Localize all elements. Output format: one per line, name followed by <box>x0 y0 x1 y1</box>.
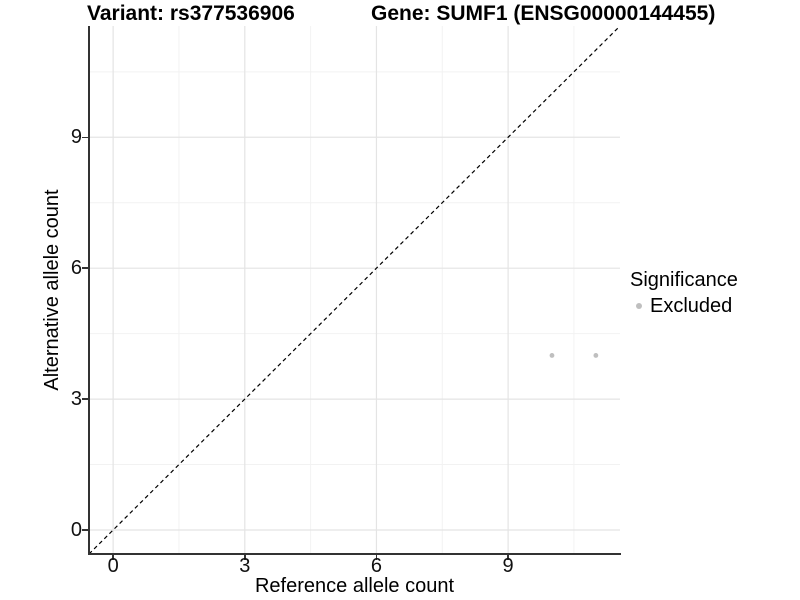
legend-key <box>630 303 648 309</box>
y-tick-mark <box>82 398 88 400</box>
x-tick-label: 3 <box>239 555 251 577</box>
y-tick-label: 3 <box>70 388 82 411</box>
x-axis-title: Reference allele count <box>254 575 454 597</box>
y-tick-label: 6 <box>70 257 82 280</box>
identity-line <box>89 26 620 554</box>
x-tick-mark <box>244 555 246 560</box>
y-axis-line <box>88 26 90 555</box>
y-tick-label: 9 <box>70 126 82 149</box>
plot-canvas <box>89 26 620 554</box>
y-tick-mark <box>82 267 88 269</box>
data-point <box>549 353 555 358</box>
plot-title-gene: Gene: SUMF1 (ENSG00000144455) <box>371 2 716 25</box>
legend: Significance Excluded <box>630 268 738 318</box>
y-tick-mark <box>82 529 88 531</box>
x-tick-label: 6 <box>370 555 382 577</box>
legend-title: Significance <box>630 269 738 291</box>
x-tick-mark <box>112 555 114 560</box>
y-tick-label: 0 <box>70 519 82 541</box>
x-axis-line <box>88 553 621 555</box>
plot-title-variant: Variant: rs377536906 <box>87 2 295 25</box>
y-tick-mark <box>82 136 88 139</box>
data-point <box>593 353 599 358</box>
y-axis-title: Alternative allele count <box>41 189 63 391</box>
x-tick-label: 0 <box>107 555 119 577</box>
legend-items: Excluded <box>630 294 738 318</box>
legend-item: Excluded <box>630 294 738 318</box>
legend-point-icon <box>636 303 642 309</box>
legend-item-label: Excluded <box>650 295 733 317</box>
x-tick-mark <box>375 555 378 560</box>
x-tick-label: 9 <box>502 555 514 577</box>
plot-panel <box>89 26 620 554</box>
x-tick-mark <box>507 555 509 560</box>
